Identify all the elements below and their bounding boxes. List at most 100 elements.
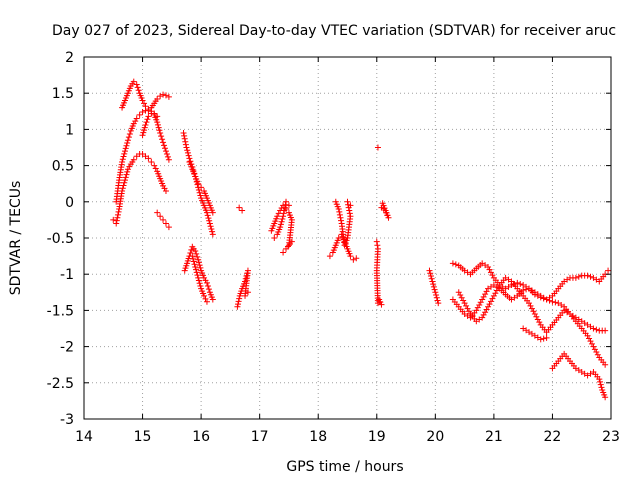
data-point-marker: [593, 326, 600, 333]
x-tick-label: 17: [251, 429, 269, 445]
data-point-marker: [195, 277, 202, 284]
data-point-marker: [282, 201, 289, 208]
data-point-marker: [203, 279, 210, 286]
grid-lines: [84, 57, 611, 419]
data-point-marker: [161, 142, 168, 149]
data-point-marker: [155, 124, 162, 131]
data-point-marker: [379, 200, 386, 207]
data-point-marker: [552, 299, 559, 306]
data-point-marker: [120, 182, 127, 189]
data-point-marker: [123, 171, 130, 178]
data-point-marker: [427, 270, 434, 277]
data-point-marker: [202, 295, 209, 302]
data-point-marker: [537, 336, 544, 343]
data-point-marker: [196, 262, 203, 269]
data-point-marker: [374, 242, 381, 249]
data-point-marker: [198, 184, 205, 191]
data-point-marker: [487, 269, 494, 276]
data-point-marker: [526, 300, 533, 307]
data-point-marker: [119, 156, 126, 163]
data-point-marker: [483, 288, 490, 295]
data-point-marker: [139, 97, 146, 104]
data-point-marker: [124, 166, 131, 173]
data-point-marker: [180, 130, 187, 137]
data-point-marker: [125, 134, 132, 141]
data-point-marker: [110, 216, 117, 223]
data-point-marker: [473, 307, 480, 314]
data-point-marker: [121, 177, 128, 184]
data-point-marker: [122, 145, 129, 152]
data-point-marker: [479, 314, 486, 321]
data-point-marker: [154, 119, 161, 126]
data-point-marker: [602, 394, 609, 401]
data-point-marker: [193, 250, 200, 257]
data-point-marker: [575, 273, 582, 280]
data-point-marker: [429, 278, 436, 285]
data-point-marker: [373, 238, 380, 245]
data-point-marker: [190, 255, 197, 262]
data-point-marker: [430, 283, 437, 290]
data-point-marker: [596, 376, 603, 383]
data-point-marker: [130, 156, 137, 163]
data-point-marker: [148, 158, 155, 165]
y-tick-label: 1: [65, 122, 74, 138]
data-point-marker: [347, 253, 354, 260]
data-point-marker: [207, 223, 214, 230]
data-point-marker: [126, 163, 133, 170]
data-point-marker: [460, 297, 467, 304]
data-point-marker: [534, 316, 541, 323]
data-point-marker: [209, 228, 216, 235]
data-point-marker: [121, 150, 128, 157]
data-point-marker: [602, 327, 609, 334]
y-tick-label: -0.5: [47, 231, 74, 247]
data-point-marker: [203, 209, 210, 216]
data-point-marker: [185, 152, 192, 159]
data-point-marker: [181, 132, 188, 139]
data-point-marker: [587, 273, 594, 280]
data-point-marker: [482, 291, 489, 298]
data-point-marker: [189, 253, 196, 260]
data-point-marker: [141, 127, 148, 134]
data-point-marker: [152, 165, 159, 172]
axes: 14 15 16 17 18 19 20 21 22 23 2 1.5 1 0.5 0 -0.5 -1 -1.5 -…: [47, 50, 620, 445]
data-point-marker: [202, 277, 209, 284]
data-point-marker: [586, 335, 593, 342]
data-point-marker: [130, 120, 137, 127]
y-tick-label: 0: [65, 195, 74, 211]
data-point-marker: [160, 91, 167, 98]
data-point-marker: [162, 148, 169, 155]
x-tick-label: 15: [134, 429, 152, 445]
data-point-marker: [182, 141, 189, 148]
data-point-marker: [605, 267, 612, 274]
data-point-marker: [244, 289, 251, 296]
data-point-marker: [120, 153, 127, 160]
data-point-marker: [193, 269, 200, 276]
data-point-marker: [208, 225, 215, 232]
data-point-marker: [162, 187, 169, 194]
data-point-marker: [162, 220, 169, 227]
data-point-marker: [187, 249, 194, 256]
data-point-marker: [336, 208, 343, 215]
data-point-marker: [114, 211, 121, 218]
data-point-marker: [184, 149, 191, 156]
data-point-marker: [160, 216, 167, 223]
data-point-marker: [209, 209, 216, 216]
data-point-marker: [195, 274, 202, 281]
x-tick-label: 16: [192, 429, 210, 445]
data-point-marker: [124, 168, 131, 175]
data-point-marker: [194, 253, 201, 260]
data-point-marker: [280, 213, 287, 220]
data-point-marker: [335, 206, 342, 213]
data-point-marker: [274, 213, 281, 220]
data-point-marker: [162, 145, 169, 152]
data-point-marker: [157, 93, 164, 100]
data-point-marker: [140, 129, 147, 136]
data-point-marker: [141, 124, 148, 131]
data-point-marker: [353, 255, 360, 262]
data-point-marker: [493, 287, 500, 294]
data-point-marker: [489, 272, 496, 279]
data-point-marker: [206, 220, 213, 227]
data-point-marker: [572, 274, 579, 281]
data-point-marker: [377, 299, 384, 306]
